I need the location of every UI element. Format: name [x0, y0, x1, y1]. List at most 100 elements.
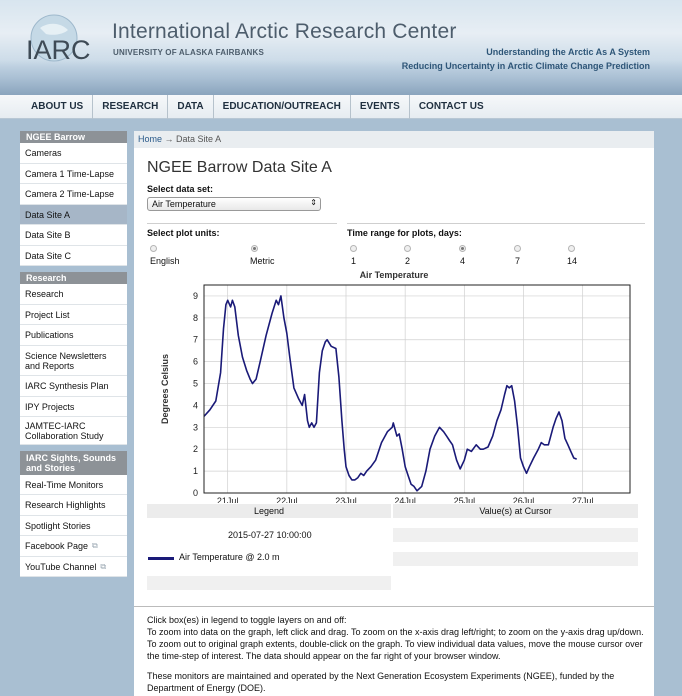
header-banner-image	[0, 60, 682, 95]
sidebar-item-camera-1-time-lapse[interactable]: Camera 1 Time-Lapse	[20, 164, 127, 184]
units-label: Select plot units:	[147, 228, 220, 238]
table-row	[147, 576, 391, 590]
table-row	[393, 528, 638, 542]
chart-title: Air Temperature	[359, 270, 429, 280]
series-line-air-temperature	[203, 295, 577, 492]
sidebar-section-title: Research	[20, 272, 127, 284]
main-content: Home → Data Site A NGEE Barrow Data Site…	[134, 131, 654, 696]
units-metric-radio[interactable]	[251, 245, 258, 252]
range-2-radio[interactable]	[404, 245, 411, 252]
nav-education-outreach[interactable]: EDUCATION/OUTREACH	[214, 95, 351, 119]
tagline-2: Reducing Uncertainty in Arctic Climate C…	[401, 61, 650, 71]
sidebar-item-real-time-monitors[interactable]: Real-Time Monitors	[20, 475, 127, 495]
range-14-radio[interactable]	[568, 245, 575, 252]
x-tick-label: 27Jul	[572, 496, 594, 503]
units-metric-label: Metric	[250, 256, 275, 266]
range-1-radio[interactable]	[350, 245, 357, 252]
x-tick-label: 21Jul	[217, 496, 239, 503]
air-temperature-chart[interactable]: 0 1 2 3 4 5 6 7 8 9 21Jul 22Jul 23Jul 24Jul 25Jul 26Jul…	[156, 283, 646, 503]
dataset-selected-value: Air Temperature	[152, 199, 216, 209]
y-tick-label: 7	[193, 335, 198, 345]
sidebar-item-label: Facebook Page	[25, 541, 89, 551]
x-tick-label: 25Jul	[454, 496, 476, 503]
sidebar-item-publications[interactable]: Publications	[20, 325, 127, 346]
sidebar-item-jamtec-iarc[interactable]: JAMTEC-IARC Collaboration Study	[20, 417, 127, 445]
range-4-radio[interactable]	[459, 245, 466, 252]
site-header: IARC International Arctic Research Cente…	[0, 0, 682, 95]
y-tick-label: 9	[193, 291, 198, 301]
y-tick-label: 2	[193, 444, 198, 454]
instructions: Click box(es) in legend to toggle layers…	[147, 614, 645, 696]
x-tick-label: 22Jul	[276, 496, 298, 503]
site-title: International Arctic Research Center	[112, 20, 457, 43]
page-title: NGEE Barrow Data Site A	[147, 159, 332, 176]
breadcrumb-current: Data Site A	[176, 134, 222, 144]
sidebar-item-camera-2-time-lapse[interactable]: Camera 2 Time-Lapse	[20, 184, 127, 205]
select-arrows-icon: ⇕	[310, 198, 317, 207]
sidebar-item-project-list[interactable]: Project List	[20, 305, 127, 325]
funding-note: These monitors are maintained and operat…	[147, 671, 615, 693]
sidebar-item-data-site-c[interactable]: Data Site C	[20, 246, 127, 266]
instructions-line-2: To zoom into data on the graph, left cli…	[147, 627, 644, 661]
nav-data[interactable]: DATA	[168, 95, 214, 119]
nav-contact-us[interactable]: CONTACT US	[418, 101, 484, 112]
sidebar-list: Research Project List Publications Scien…	[20, 284, 127, 445]
breadcrumb-arrow: →	[164, 134, 174, 144]
range-7-label: 7	[515, 256, 521, 266]
y-tick-label: 5	[193, 379, 198, 389]
time-range-label: Time range for plots, days:	[347, 228, 462, 238]
y-tick-label: 8	[193, 313, 198, 323]
legend-series-label[interactable]: Air Temperature @ 2.0 m	[179, 552, 280, 562]
nav-about-us[interactable]: ABOUT US	[22, 95, 94, 119]
range-14-label: 14	[567, 256, 578, 266]
sidebar-item-data-site-b[interactable]: Data Site B	[20, 225, 127, 246]
y-tick-label: 3	[193, 422, 198, 432]
logo-text: IARC	[26, 35, 91, 65]
tagline-1: Understanding the Arctic As A System	[486, 47, 650, 57]
breadcrumb-home[interactable]: Home	[138, 134, 163, 144]
sidebar: NGEE Barrow Cameras Camera 1 Time-Lapse …	[20, 131, 127, 583]
sidebar-item-label: YouTube Channel	[25, 561, 97, 572]
units-english-radio[interactable]	[150, 245, 157, 252]
sidebar-item-cameras[interactable]: Cameras	[20, 143, 127, 164]
y-tick-label: 6	[193, 357, 198, 367]
sidebar-item-science-newsletters[interactable]: Science Newsletters and Reports	[20, 346, 127, 376]
y-tick-label: 4	[193, 400, 198, 410]
breadcrumb: Home → Data Site A	[134, 131, 654, 148]
table-row	[393, 576, 638, 590]
sidebar-list: Real-Time Monitors Research Highlights S…	[20, 475, 127, 577]
sidebar-item-youtube-channel[interactable]: YouTube Channel ⧉	[20, 557, 127, 577]
units-english-label: English	[150, 256, 180, 266]
divider	[134, 606, 654, 607]
iarc-logo[interactable]: IARC	[24, 12, 96, 68]
sidebar-item-data-site-a[interactable]: Data Site A	[20, 205, 127, 225]
x-tick-label: 24Jul	[394, 496, 416, 503]
external-link-icon: ⧉	[100, 561, 107, 571]
sidebar-item-facebook-page[interactable]: Facebook Page ⧉	[20, 536, 127, 557]
nav-events[interactable]: EVENTS	[351, 95, 410, 119]
x-tick-label: 23Jul	[335, 496, 357, 503]
table-row	[393, 552, 638, 566]
sidebar-item-research[interactable]: Research	[20, 284, 127, 305]
site-subtitle: UNIVERSITY OF ALASKA FAIRBANKS	[113, 48, 265, 57]
legend-swatch[interactable]	[148, 557, 174, 560]
x-tick-label: 26Jul	[513, 496, 535, 503]
y-axis-label: Degrees Celsius	[160, 354, 170, 424]
main-nav: ABOUT US RESEARCH DATA EDUCATION/OUTREAC…	[0, 95, 682, 119]
range-7-radio[interactable]	[514, 245, 521, 252]
external-link-icon: ⧉	[92, 541, 98, 550]
nav-research[interactable]: RESEARCH	[93, 95, 169, 119]
dataset-select[interactable]: Air Temperature ⇕	[147, 197, 321, 211]
instructions-line-1: Click box(es) in legend to toggle layers…	[147, 615, 347, 625]
plot-border	[203, 284, 631, 494]
sidebar-item-spotlight-stories[interactable]: Spotlight Stories	[20, 516, 127, 536]
range-4-label: 4	[460, 256, 466, 266]
y-tick-label: 0	[193, 488, 198, 498]
cursor-timestamp: 2015-07-27 10:00:00	[228, 530, 312, 540]
plot-area	[203, 284, 631, 494]
values-column-header: Value(s) at Cursor	[393, 504, 638, 518]
sidebar-item-iarc-synthesis-plan[interactable]: IARC Synthesis Plan	[20, 376, 127, 397]
sidebar-item-research-highlights[interactable]: Research Highlights	[20, 495, 127, 516]
sidebar-item-ipy-projects[interactable]: IPY Projects	[20, 397, 127, 417]
sidebar-section-title: IARC Sights, Sounds and Stories	[20, 451, 127, 475]
